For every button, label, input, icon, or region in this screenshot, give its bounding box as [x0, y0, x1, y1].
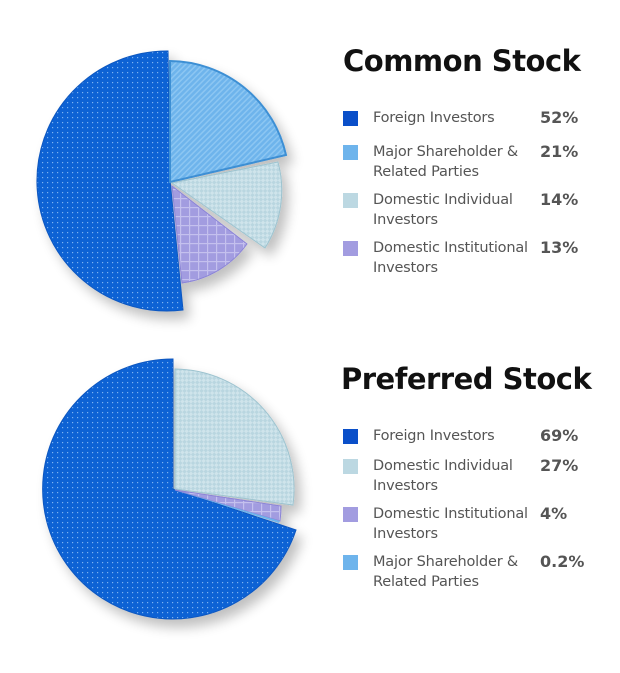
- legend-value: 52%: [540, 108, 579, 127]
- swatch-foreign-icon: [343, 111, 358, 126]
- pie-slice-major-shareholder: [169, 59, 288, 184]
- legend-value: 69%: [540, 426, 579, 445]
- legend-value: 27%: [540, 456, 579, 475]
- swatch-domestic-institutional-icon: [343, 507, 358, 522]
- pie-slice-foreign-investors: [36, 50, 184, 312]
- pie-slice-domestic-institutional: [171, 184, 248, 284]
- swatch-domestic-individual-icon: [343, 193, 358, 208]
- legend-label: Domestic Individual Investors: [373, 192, 513, 228]
- legend-value: 4%: [540, 504, 568, 523]
- legend-label: Foreign Investors: [373, 110, 495, 126]
- legend-label: Domestic Individual Investors: [373, 458, 513, 494]
- legend-value: 14%: [540, 190, 579, 209]
- legend-label: Foreign Investors: [373, 428, 495, 444]
- legend-label: Major Shareholder & Related Parties: [373, 144, 519, 180]
- pie-slice-foreign-investors: [42, 358, 297, 620]
- legend-value: 13%: [540, 238, 579, 257]
- legend-value: 0.2%: [540, 552, 585, 571]
- legend-label: Domestic Institutional Investors: [373, 240, 528, 276]
- preferred-stock-pie-chart: [0, 340, 320, 673]
- legend-value: 21%: [540, 142, 579, 161]
- common-stock-title: Common Stock: [343, 44, 581, 78]
- swatch-domestic-institutional-icon: [343, 241, 358, 256]
- pie-slice-domestic-individual: [170, 161, 283, 249]
- preferred-stock-title: Preferred Stock: [341, 362, 592, 396]
- pie-slice-major-shareholder: [175, 490, 280, 523]
- swatch-foreign-icon: [343, 429, 358, 444]
- legend-label: Major Shareholder & Related Parties: [373, 554, 519, 590]
- swatch-major-icon: [343, 555, 358, 570]
- common-stock-pie-chart: [0, 0, 320, 340]
- legend-label: Domestic Institutional Investors: [373, 506, 528, 542]
- swatch-domestic-individual-icon: [343, 459, 358, 474]
- pie-slice-domestic-institutional: [174, 489, 282, 522]
- swatch-major-icon: [343, 145, 358, 160]
- pie-slice-domestic-individual: [174, 368, 295, 506]
